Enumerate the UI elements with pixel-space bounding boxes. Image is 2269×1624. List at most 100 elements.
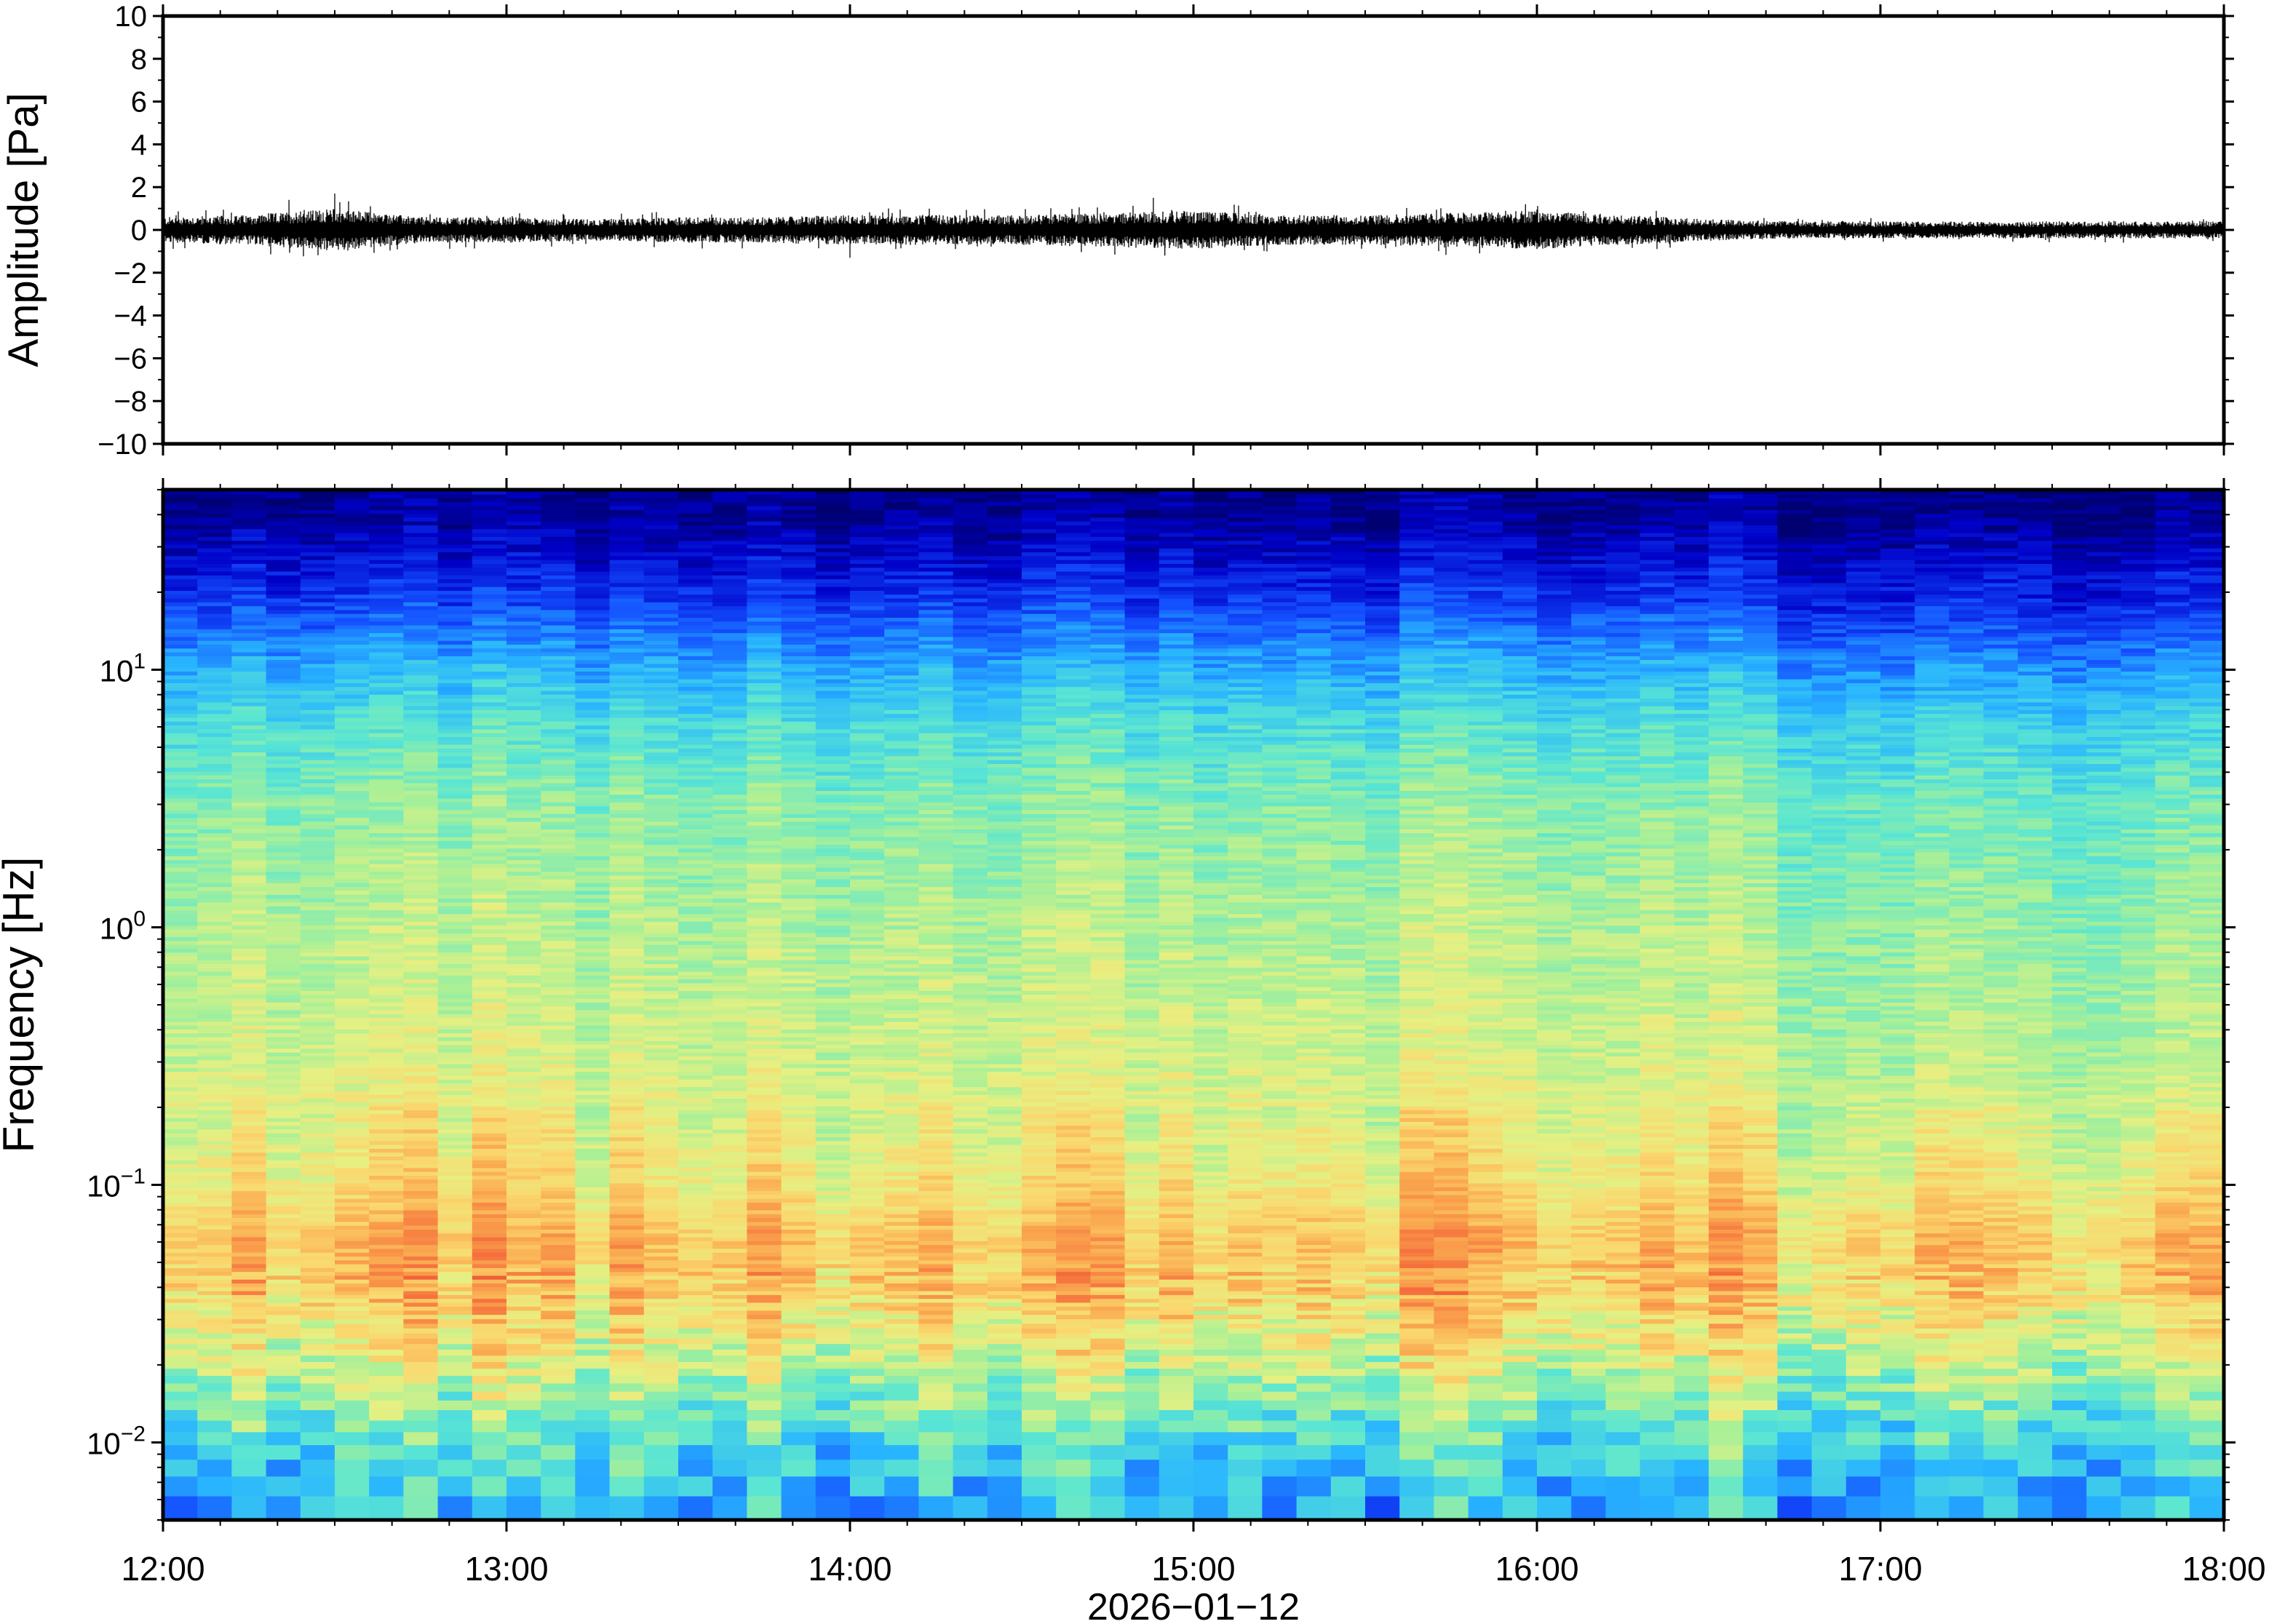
spectrogram-cell	[506, 1225, 541, 1230]
spectrogram-cell	[609, 1110, 645, 1115]
spectrogram-cell	[163, 1444, 198, 1460]
spectrogram-cell	[678, 602, 713, 607]
spectrogram-cell	[747, 1094, 782, 1099]
spectrogram-cell	[747, 621, 782, 626]
spectrogram-cell	[541, 1152, 576, 1157]
spectrogram-cell	[369, 609, 404, 614]
spectrogram-cell	[266, 740, 301, 745]
spectrogram-cell	[575, 536, 611, 541]
spectrogram-cell	[712, 617, 747, 622]
spectrogram-cell	[712, 1476, 747, 1497]
spectrogram-cell	[678, 659, 713, 664]
spectrogram-cell	[437, 894, 473, 899]
spectrogram-cell	[781, 755, 816, 760]
spectrogram-cell	[403, 501, 439, 506]
spectrogram-cell	[643, 928, 679, 934]
spectrogram-cell	[506, 1368, 541, 1376]
spectrogram-cell	[712, 940, 747, 945]
spectrogram-cell	[472, 1294, 507, 1299]
spectrogram-cell	[403, 1221, 439, 1226]
spectrogram-cell	[609, 1314, 645, 1320]
spectrogram-cell	[643, 575, 679, 580]
spectrogram-cell	[678, 1198, 713, 1203]
spectrogram-cell	[815, 948, 851, 953]
spectrogram-cell	[472, 706, 507, 710]
spectrogram-cell	[506, 863, 541, 868]
spectrogram-cell	[335, 1355, 370, 1362]
spectrogram-cell	[163, 921, 198, 926]
spectrogram-cell	[472, 690, 507, 695]
spectrogram-cell	[541, 713, 576, 718]
spectrogram-cell	[163, 1094, 198, 1099]
spectrogram-cell	[335, 1202, 370, 1207]
spectrogram-cell	[163, 1267, 198, 1273]
spectrogram-cell	[163, 975, 198, 980]
spectrogram-cell	[300, 597, 335, 602]
spectrogram-cell	[712, 679, 747, 683]
spectrogram-cell	[643, 775, 679, 780]
spectrogram-cell	[231, 701, 267, 706]
spectrogram-cell	[575, 548, 611, 553]
spectrogram-cell	[643, 967, 679, 972]
spectrogram-cell	[335, 1382, 370, 1392]
spectrogram-cell	[541, 913, 576, 918]
spectrogram-cell	[747, 813, 782, 819]
spectrogram-cell	[335, 1375, 370, 1384]
spectrogram-cell	[300, 825, 335, 829]
spectrogram-cell	[541, 621, 576, 626]
spectrogram-cell	[643, 586, 679, 591]
spectrogram-cell	[781, 925, 816, 930]
spectrogram-cell	[403, 728, 439, 733]
spectrogram-cell	[472, 1248, 507, 1253]
spectrogram-cell	[266, 1032, 301, 1038]
spectrogram-cell	[369, 1129, 404, 1134]
spectrogram-cell	[197, 709, 232, 715]
spectrogram-cell	[850, 963, 885, 968]
spectrogram-cell	[266, 979, 301, 984]
spectrogram-cell	[712, 1236, 747, 1241]
spectrogram-cell	[403, 921, 439, 926]
spectrogram-cell	[781, 960, 816, 965]
spectrogram-cell	[266, 805, 301, 811]
spectrogram-cell	[678, 567, 713, 572]
spectrogram-cell	[369, 1117, 404, 1122]
spectrogram-cell	[163, 706, 198, 710]
spectrogram-cell	[163, 1036, 198, 1041]
spectrogram-cell	[335, 1306, 370, 1311]
spectrogram-cell	[712, 1167, 747, 1172]
spectrogram-cell	[850, 1006, 885, 1011]
spectrogram-cell	[815, 1310, 851, 1315]
spectrogram-cell	[609, 1209, 645, 1214]
spectrogram-cell	[163, 490, 198, 495]
spectrogram-cell	[541, 528, 576, 533]
spectrogram-cell	[231, 928, 267, 934]
spectrogram-cell	[163, 1286, 198, 1291]
spectrogram-cell	[231, 901, 267, 907]
spectrogram-cell	[231, 1233, 267, 1238]
spectrogram-cell	[781, 498, 816, 503]
spectrogram-cell	[712, 1229, 747, 1234]
spectrogram-cell	[335, 706, 370, 710]
spectrogram-cell	[541, 1110, 576, 1115]
spectrogram-cell	[815, 498, 851, 503]
spectrogram-cell	[231, 1241, 267, 1246]
spectrogram-cell	[335, 987, 370, 992]
spectrogram-cell	[712, 1148, 747, 1153]
spectrogram-cell	[712, 1248, 747, 1253]
spectrogram-cell	[472, 1017, 507, 1022]
spectrogram-cell	[747, 894, 782, 899]
spectrogram-cell	[266, 952, 301, 957]
spectrogram-cell	[575, 871, 611, 876]
spectrogram-cell	[781, 617, 816, 622]
spectrogram-cell	[712, 748, 747, 753]
spectrogram-cell	[300, 1283, 335, 1288]
spectrogram-cell	[747, 760, 782, 764]
spectrogram-cell	[678, 736, 713, 741]
spectrogram-cell	[369, 652, 404, 656]
spectrogram-cell	[678, 721, 713, 726]
spectrogram-cell	[369, 740, 404, 745]
spectrogram-cell	[231, 1040, 267, 1046]
spectrogram-cell	[541, 1275, 576, 1280]
spectrogram-cell	[335, 921, 370, 926]
spectrogram-cell	[643, 1233, 679, 1238]
